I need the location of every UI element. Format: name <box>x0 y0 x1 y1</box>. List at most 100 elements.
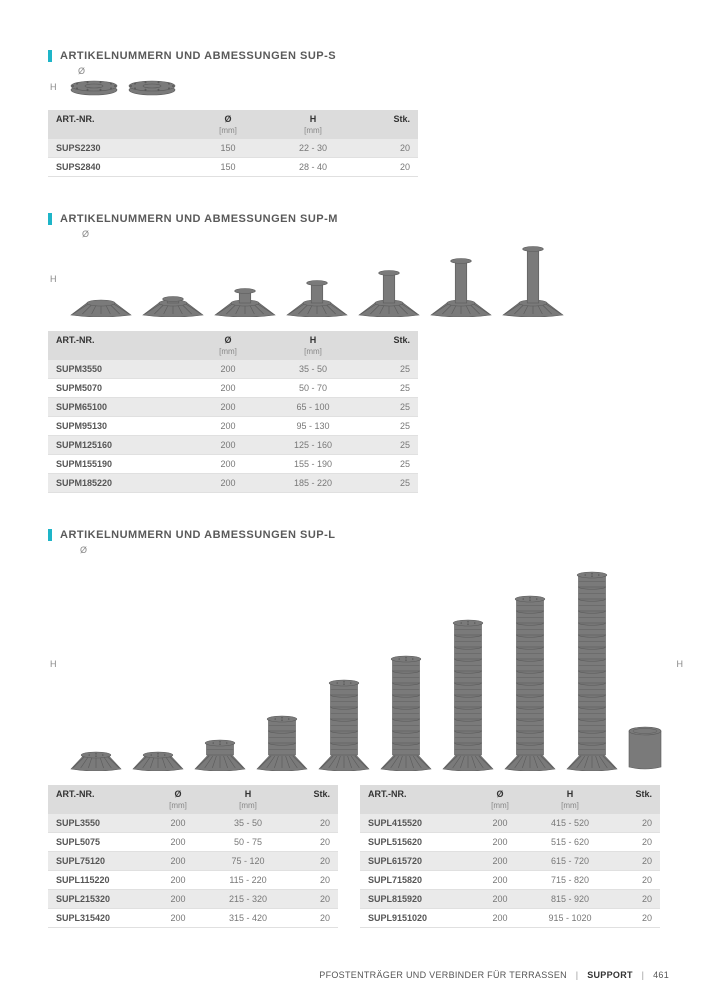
table-cell: 200 <box>188 455 268 474</box>
table-cell: 200 <box>470 871 530 890</box>
col-header: ART.-NR. <box>48 785 148 801</box>
pedestal-icon <box>501 241 565 317</box>
table-row: SUPM125160200125 - 16025 <box>48 436 418 455</box>
table-cell: 215 - 320 <box>208 890 288 909</box>
table-cell: 20 <box>288 890 338 909</box>
col-header: Ø <box>188 331 268 347</box>
table-row: SUPL315420200315 - 42020 <box>48 909 338 928</box>
table-cell: 20 <box>610 814 660 833</box>
table-cell: 25 <box>358 417 418 436</box>
pedestal-icon <box>127 78 177 96</box>
pedestal-icon <box>131 737 185 771</box>
table-cell: 20 <box>610 852 660 871</box>
table-cell: 50 - 75 <box>208 833 288 852</box>
pedestal-icon <box>213 283 277 317</box>
table-row: SUPM507020050 - 7025 <box>48 379 418 398</box>
height-label: H <box>50 659 57 669</box>
table-cell: SUPS2840 <box>48 158 188 177</box>
table-cell: SUPM65100 <box>48 398 188 417</box>
table-cell: 200 <box>188 417 268 436</box>
col-header: H <box>268 331 358 347</box>
table-cell: 115 - 220 <box>208 871 288 890</box>
table-row: SUPL515620200515 - 62020 <box>360 833 660 852</box>
table-cell: 185 - 220 <box>268 474 358 493</box>
table-row: SUPL355020035 - 5020 <box>48 814 338 833</box>
height-label: H <box>677 659 684 669</box>
col-unit: [mm] <box>530 801 610 814</box>
table-row: SUPL507520050 - 7520 <box>48 833 338 852</box>
title-text: ARTIKELNUMMERN UND ABMESSUNGEN SUP-S <box>60 50 336 62</box>
table-cell: 155 - 190 <box>268 455 358 474</box>
height-label: H <box>50 82 57 92</box>
table-cell: SUPL615720 <box>360 852 470 871</box>
table-cell: 315 - 420 <box>208 909 288 928</box>
table-cell: 200 <box>188 379 268 398</box>
col-unit: [mm] <box>268 347 358 360</box>
pedestal-icon <box>193 725 247 771</box>
footer-section: PFOSTENTRÄGER UND VERBINDER FÜR TERRASSE… <box>319 970 567 980</box>
accent-bar-icon <box>48 213 52 225</box>
col-unit <box>288 801 338 814</box>
col-unit <box>358 347 418 360</box>
table-supm: ART.-NR.ØHStk.[mm][mm]SUPM355020035 - 50… <box>48 331 418 493</box>
table-cell: 25 <box>358 398 418 417</box>
table-cell: 20 <box>610 890 660 909</box>
table-cell: 25 <box>358 379 418 398</box>
table-cell: 200 <box>188 474 268 493</box>
table-cell: SUPL315420 <box>48 909 148 928</box>
table-cell: 20 <box>358 139 418 158</box>
col-header: Ø <box>188 110 268 126</box>
section-title: ARTIKELNUMMERN UND ABMESSUNGEN SUP-M <box>48 213 669 225</box>
table-row: SUPL7512020075 - 12020 <box>48 852 338 871</box>
table-cell: SUPM3550 <box>48 360 188 379</box>
table-cell: SUPL715820 <box>360 871 470 890</box>
col-header: H <box>208 785 288 801</box>
col-unit: [mm] <box>188 126 268 139</box>
table-cell: SUPM95130 <box>48 417 188 436</box>
table-row: SUPM6510020065 - 10025 <box>48 398 418 417</box>
pedestal-icon <box>565 557 619 771</box>
illustration-row-supl: Ø H H <box>50 557 669 771</box>
table-cell: 22 - 30 <box>268 139 358 158</box>
col-unit: [mm] <box>148 801 208 814</box>
table-cell: 200 <box>188 398 268 417</box>
illustration-row-sups: Ø H <box>50 78 669 96</box>
table-cell: 200 <box>188 436 268 455</box>
col-unit: [mm] <box>208 801 288 814</box>
table-cell: 200 <box>470 833 530 852</box>
table-cell: 20 <box>610 909 660 928</box>
table-cell: SUPM5070 <box>48 379 188 398</box>
extension-cylinder-icon <box>627 725 663 771</box>
table-cell: 25 <box>358 360 418 379</box>
two-tables-supl: ART.-NR.ØHStk.[mm][mm]SUPL355020035 - 50… <box>48 785 669 928</box>
table-cell: 25 <box>358 474 418 493</box>
pedestal-icon <box>255 701 309 771</box>
col-header: Stk. <box>358 110 418 126</box>
table-cell: 715 - 820 <box>530 871 610 890</box>
table-row: SUPS223015022 - 3020 <box>48 139 418 158</box>
table-cell: 65 - 100 <box>268 398 358 417</box>
table-row: SUPL715820200715 - 82020 <box>360 871 660 890</box>
table-row: SUPS284015028 - 4020 <box>48 158 418 177</box>
table-cell: 200 <box>470 852 530 871</box>
table-cell: 28 - 40 <box>268 158 358 177</box>
col-header: Stk. <box>610 785 660 801</box>
table-row: SUPM155190200155 - 19025 <box>48 455 418 474</box>
table-row: SUPM185220200185 - 22025 <box>48 474 418 493</box>
table-cell: 20 <box>610 833 660 852</box>
col-unit <box>358 126 418 139</box>
table-cell: SUPM185220 <box>48 474 188 493</box>
col-unit: [mm] <box>268 126 358 139</box>
table-cell: 200 <box>148 814 208 833</box>
footer-category: SUPPORT <box>587 970 633 980</box>
pedestal-icon <box>69 78 119 96</box>
table-row: SUPL615720200615 - 72020 <box>360 852 660 871</box>
table-cell: 200 <box>188 360 268 379</box>
footer-page-number: 461 <box>653 970 669 980</box>
col-header: H <box>268 110 358 126</box>
table-row: SUPL815920200815 - 92020 <box>360 890 660 909</box>
table-cell: SUPL415520 <box>360 814 470 833</box>
table-cell: 20 <box>358 158 418 177</box>
table-cell: 25 <box>358 455 418 474</box>
table-cell: 35 - 50 <box>208 814 288 833</box>
